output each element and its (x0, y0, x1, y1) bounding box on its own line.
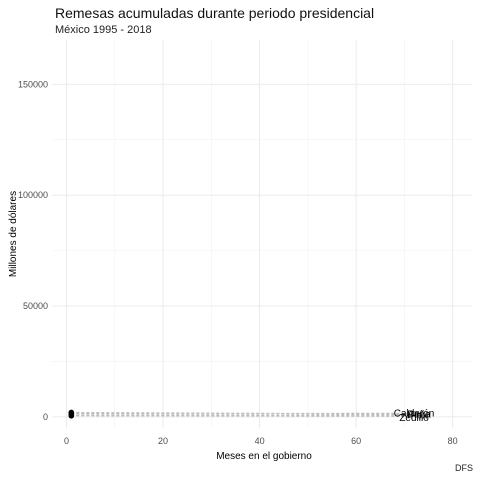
y-axis-title: Millones de dólares (8, 191, 19, 277)
x-tick-label: 80 (448, 436, 458, 446)
series-end-label: Calderón (394, 408, 435, 419)
y-tick-label: 150000 (18, 79, 48, 89)
x-axis-title: Meses en el gobierno (216, 451, 312, 462)
chart-title: Remesas acumuladas durante periodo presi… (55, 5, 375, 21)
series-start-point (68, 409, 75, 416)
series-end-label: Fox (411, 410, 428, 421)
series-end-label: Peña (407, 409, 431, 420)
y-tick-label: 100000 (18, 190, 48, 200)
y-tick-label: 50000 (23, 301, 48, 311)
x-tick-label: 0 (64, 436, 69, 446)
chart-caption: DFS (455, 463, 473, 473)
x-tick-label: 60 (351, 436, 361, 446)
y-tick-label: 0 (43, 412, 48, 422)
x-tick-label: 20 (158, 436, 168, 446)
series-end-label: Zedillo (399, 413, 429, 424)
x-tick-label: 40 (255, 436, 265, 446)
chart-subtitle: México 1995 - 2018 (55, 24, 152, 36)
series-line (71, 411, 415, 415)
